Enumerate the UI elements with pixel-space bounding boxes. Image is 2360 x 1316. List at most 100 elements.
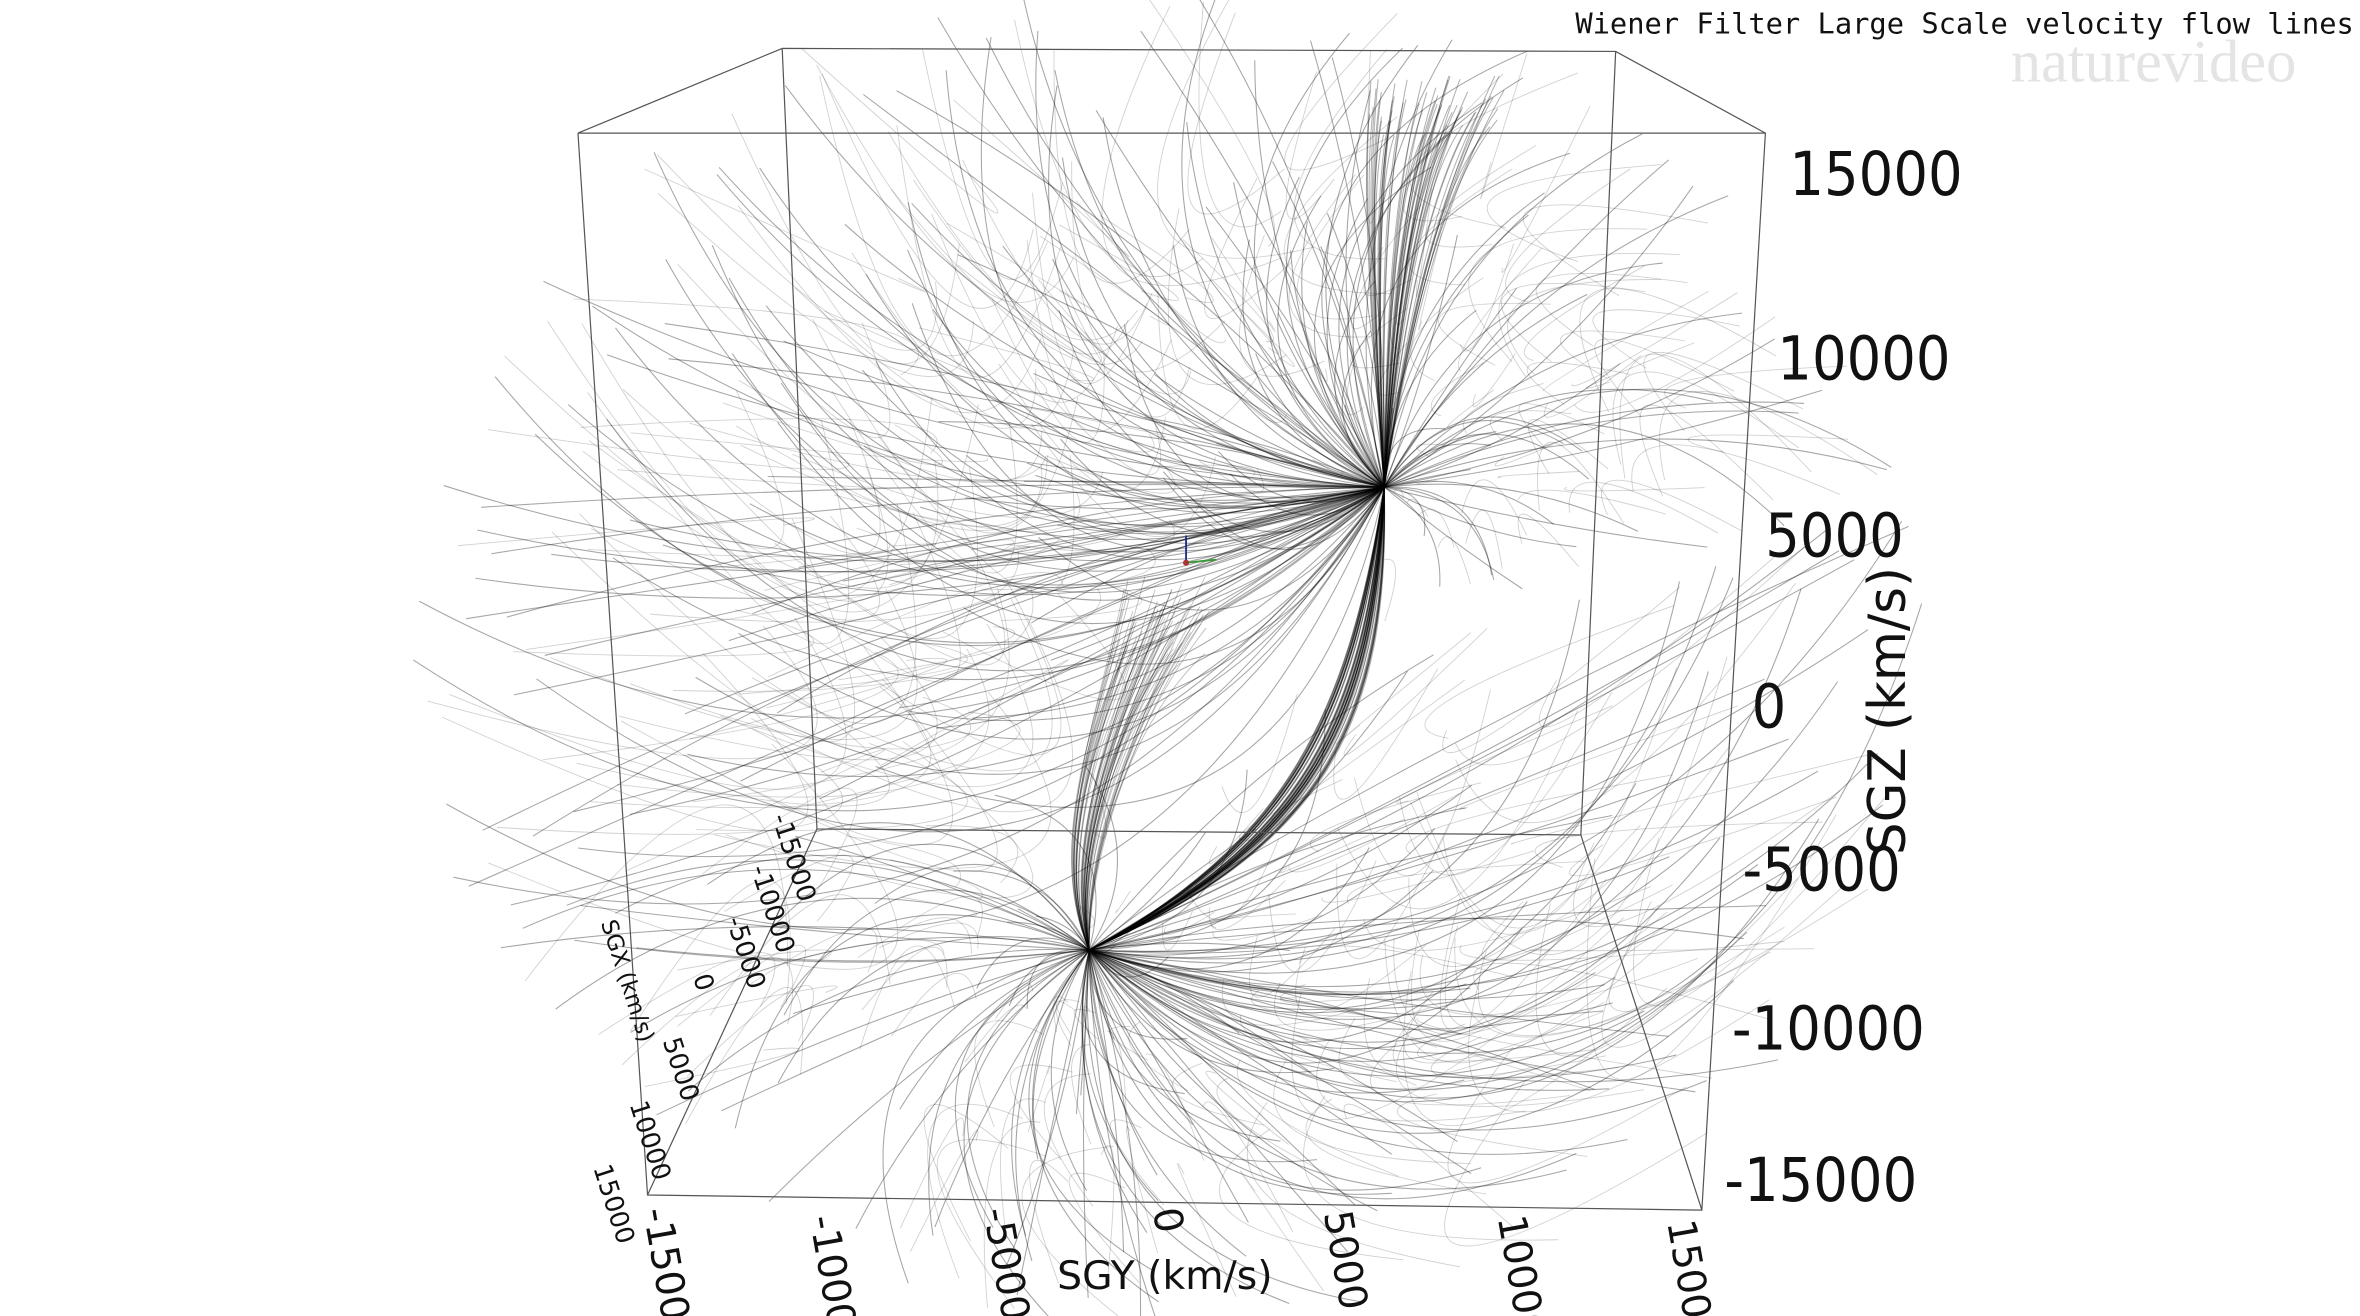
flow-line [1535,273,1688,347]
filament [1373,92,1385,488]
flow-line [1393,487,1405,499]
filament [1383,76,1451,488]
flow-line [1088,949,1169,978]
x-tick-label: 5000 [656,1034,705,1105]
flow-line [1480,53,1528,200]
filament [1383,126,1491,488]
flow-line [487,429,850,470]
flow-line [1089,577,1734,960]
flow-line [1463,383,1544,434]
filament [1383,116,1459,488]
filament [1081,601,1158,951]
filament [1088,487,1385,951]
filament [1089,487,1385,951]
flow-line [1313,166,1432,488]
filament [1088,487,1385,951]
flow-line [522,868,1090,951]
flow-line [736,425,1048,532]
filament [1088,486,1385,951]
flow-line [574,939,1090,963]
flow-line [1089,949,1669,1037]
flow-line [1089,678,1765,951]
flow-line [774,525,1006,666]
flow-line [1383,423,1785,527]
z-tick-label: -15000 [1724,1145,1917,1215]
filament [1383,111,1453,488]
flow-line [1089,949,1595,1091]
filament [1085,611,1176,951]
filament [1378,110,1393,488]
flow-line [1383,185,1694,488]
flow-line [1236,1060,1400,1177]
flow-line [1089,917,1744,951]
flow-line [1255,353,1385,488]
filament [1075,621,1135,951]
flow-line [1279,818,1405,874]
flow-line [731,353,1385,594]
flow-line [494,376,1385,647]
x-tick-label: 0 [686,970,720,995]
filament [1088,653,1206,950]
flow-line [1101,6,1283,287]
flow-line [1473,962,1770,1020]
flow-line [1088,949,1318,1163]
flow-line [1099,215,1214,303]
filament [1081,605,1157,951]
flow-line [1167,208,1287,385]
flow-line [1089,828,1436,956]
filament [1383,107,1464,488]
flow-line [466,486,1385,620]
flow-line [1140,30,1385,488]
filament [1383,134,1451,488]
flow-line [1392,1016,1607,1078]
flow-line [1363,978,1605,1078]
flow-line [793,949,1090,1014]
filament [1086,612,1186,950]
flow-line [1384,486,1708,548]
filament [1382,99,1407,488]
flow-line [962,159,1148,345]
flow-line [1346,860,1584,904]
flow-line [1527,419,1609,475]
flow-line [1089,581,1680,974]
flow-line [1075,949,1090,1115]
flow-line [653,152,1385,526]
filament [1089,487,1385,951]
flow-line [1088,949,1115,1040]
flow-line [442,653,809,832]
flow-line [1043,1073,1094,1207]
flow-line [777,421,1385,625]
filament [1088,486,1385,951]
flow-line [1608,888,1869,1012]
flow-line [1459,940,1785,961]
flow-line [1089,847,1370,970]
filament [1089,487,1385,951]
filament [1089,487,1386,951]
flow-line [1560,330,1685,379]
flow-line [913,179,1129,355]
filament [1088,486,1385,951]
flow-line [1352,77,1524,488]
flow-line [555,897,1090,1010]
flow-line [1494,444,1553,467]
flow-line [865,273,1385,509]
flow-line [1295,944,1427,1014]
flow-line [615,854,1090,951]
flow-line [551,518,856,742]
flow-line [1088,949,1378,1212]
flow-line [1383,408,1394,488]
filament [1072,588,1125,951]
filament [1076,643,1137,951]
filament [1089,487,1385,951]
flow-line [587,392,850,645]
filament [1089,487,1385,951]
flow-line [911,202,1385,488]
flow-line [1535,877,1799,1057]
filament [1089,487,1385,951]
flow-line [1088,949,1194,1126]
filament [1383,75,1450,488]
flow-line [1333,668,1438,800]
flow-line [1009,1064,1074,1161]
flow-line [716,174,1385,488]
flow-line [1337,710,1579,910]
